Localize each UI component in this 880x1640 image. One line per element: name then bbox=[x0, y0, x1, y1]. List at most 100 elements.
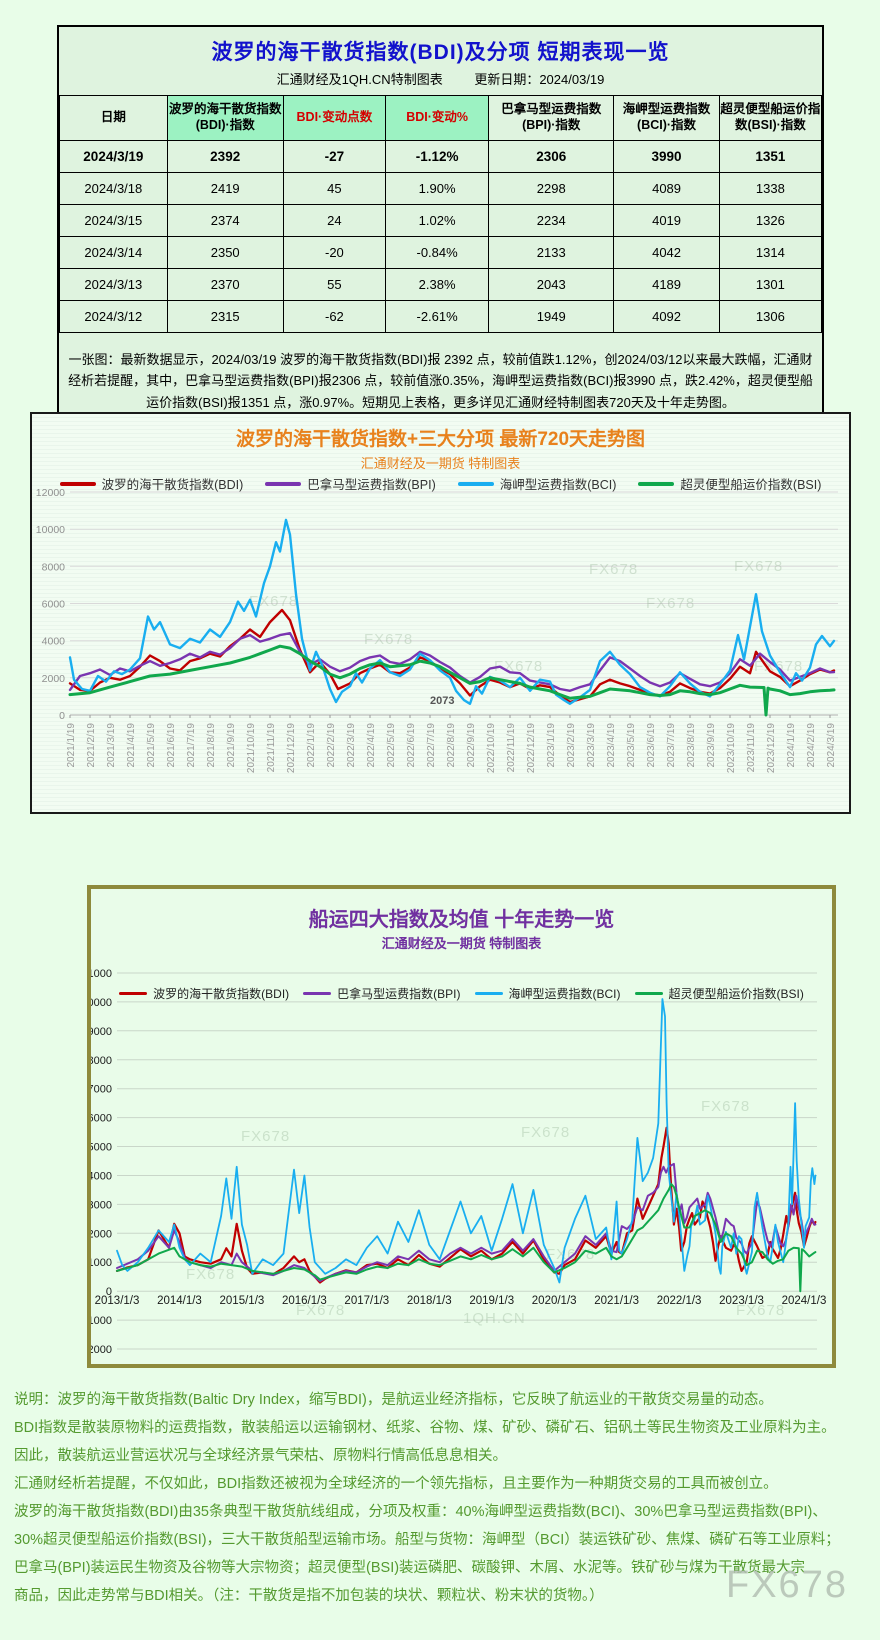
x-tick-label: 2013/1/3 bbox=[95, 1295, 140, 1307]
table-cell: 2024/3/14 bbox=[59, 236, 168, 269]
chart-10y-title: 船运四大指数及均值 十年走势一览 bbox=[308, 909, 615, 931]
x-tick-label: 2021/3/19 bbox=[106, 723, 117, 768]
x-tick-label: 2023/10/19 bbox=[726, 723, 737, 773]
watermark: FX678 bbox=[754, 658, 803, 675]
note-line: 因此，散装航运业营运状况与全球经济景气荣枯、原物料行情高低息息相关。 bbox=[14, 1448, 507, 1464]
x-tick-label: 2022/2/19 bbox=[326, 723, 337, 768]
series-line-bpi bbox=[68, 631, 836, 693]
x-tick-label: 2015/1/3 bbox=[220, 1295, 265, 1307]
legend-label: 超灵便型船运价指数(BSI) bbox=[680, 478, 822, 492]
x-tick-label: 2023/5/19 bbox=[626, 723, 637, 768]
table-cell: 1.02% bbox=[385, 204, 490, 237]
note-line: 商品，因此走势常与BDI相关。（注：干散货是指不加包装的块状、颗粒状、粉末状的货… bbox=[14, 1588, 604, 1604]
legend-item: 波罗的海干散货指数(BDI) bbox=[119, 985, 289, 1002]
table-cell: 1326 bbox=[718, 204, 823, 237]
note-line: 说明：波罗的海干散货指数(Baltic Dry Index，缩写BDI)，是航运… bbox=[14, 1392, 773, 1408]
x-tick-label: 2023/3/19 bbox=[586, 723, 597, 768]
data-label: 2073 bbox=[430, 695, 454, 707]
x-tick-label: 2023/12/19 bbox=[766, 723, 777, 773]
table-cell: -0.84% bbox=[385, 236, 490, 269]
y-tick-label: 10000 bbox=[91, 997, 112, 1009]
column-header: BDI·变动% bbox=[385, 95, 490, 141]
table-cell: 2.38% bbox=[385, 268, 490, 301]
y-tick-label: 8000 bbox=[42, 561, 66, 573]
table-header-row: 日期 波罗的海干散货指数(BDI)·指数 BDI·变动点数 BDI·变动% 巴拿马型运费… bbox=[59, 95, 823, 141]
x-tick-label: 2014/1/3 bbox=[157, 1295, 202, 1307]
legend-item: 波罗的海干散货指数(BDI) bbox=[59, 474, 243, 493]
table-row: 2024/3/19 2392 -27 -1.12% 2306 3990 1351 bbox=[59, 140, 823, 173]
summary-table-panel: 波罗的海干散货指数(BDI)及分项 短期表现一览 汇通财经及1QH.CN特制图表… bbox=[57, 25, 824, 428]
table-cell: 4092 bbox=[613, 300, 720, 333]
explanation-notes: 说明：波罗的海干散货指数(Baltic Dry Index，缩写BDI)，是航运… bbox=[14, 1386, 866, 1610]
x-tick-label: 2020/1/3 bbox=[532, 1295, 577, 1307]
x-tick-label: 2023/2/19 bbox=[566, 723, 577, 768]
column-header: 波罗的海干散货指数(BDI)·指数 bbox=[166, 95, 284, 141]
column-header: 日期 bbox=[59, 95, 168, 141]
x-tick-label: 2023/1/3 bbox=[719, 1295, 764, 1307]
x-tick-label: 2016/1/3 bbox=[282, 1295, 327, 1307]
table-cell: -1.12% bbox=[385, 140, 490, 173]
x-tick-label: 2023/9/19 bbox=[706, 723, 717, 768]
watermark: FX678 bbox=[186, 1266, 235, 1283]
x-tick-label: 2022/11/19 bbox=[506, 723, 517, 773]
table-cell: 1351 bbox=[718, 140, 823, 173]
legend-item: 海岬型运费指数(BCI) bbox=[474, 985, 621, 1002]
x-tick-label: 2022/10/19 bbox=[486, 723, 497, 773]
column-header: 巴拿马型运费指数(BPI)·指数 bbox=[488, 95, 615, 141]
x-tick-label: 2023/11/19 bbox=[746, 723, 757, 773]
table-cell: 55 bbox=[282, 268, 387, 301]
y-tick-label: -1000 bbox=[91, 1315, 112, 1327]
watermark: FX678 bbox=[521, 1124, 570, 1141]
chart-720d-panel: 波罗的海干散货指数+三大分项 最新720天走势图 汇通财经及一期货 特制图表 波… bbox=[30, 412, 851, 814]
x-tick-label: 2022/12/19 bbox=[526, 723, 537, 773]
table-cell: 24 bbox=[282, 204, 387, 237]
chart-10y: -2000 -1000 0 1000 2000 3000 4000 5000 6000 7000 8… bbox=[91, 968, 826, 1356]
x-tick-label: 2024/2/19 bbox=[806, 723, 817, 768]
series-line-bci bbox=[116, 998, 817, 1284]
y-tick-label: 2000 bbox=[91, 1228, 112, 1240]
table-title: 波罗的海干散货指数(BDI)及分项 短期表现一览 bbox=[211, 41, 670, 64]
table-cell: 1338 bbox=[718, 172, 823, 205]
x-tick-label: 2024/3/19 bbox=[826, 723, 837, 768]
table-cell: 2133 bbox=[488, 236, 615, 269]
watermark: FX678 bbox=[241, 1128, 290, 1145]
watermark: FX678 bbox=[734, 558, 783, 575]
x-tick-label: 2022/5/19 bbox=[386, 723, 397, 768]
y-tick-label: 4000 bbox=[42, 636, 66, 648]
y-tick-label: 9000 bbox=[91, 1026, 112, 1038]
x-tick-label: 2022/8/19 bbox=[446, 723, 457, 768]
bdi-summary-table: 日期 波罗的海干散货指数(BDI)·指数 BDI·变动点数 BDI·变动% 巴拿马型运费… bbox=[59, 95, 823, 333]
table-cell: 1314 bbox=[718, 236, 823, 269]
table-cell: -62 bbox=[282, 300, 387, 333]
table-cell: 45 bbox=[282, 172, 387, 205]
x-tick-label: 2023/7/19 bbox=[666, 723, 677, 768]
y-tick-label: 4000 bbox=[91, 1171, 112, 1183]
table-cell: -27 bbox=[282, 140, 387, 173]
x-tick-label: 2022/3/19 bbox=[346, 723, 357, 768]
legend-label: 海岬型运费指数(BCI) bbox=[499, 478, 617, 492]
table-cell: 4019 bbox=[613, 204, 720, 237]
table-cell: 1306 bbox=[718, 300, 823, 333]
x-tick-label: 2021/4/19 bbox=[126, 723, 137, 768]
y-tick-label: 8000 bbox=[91, 1055, 112, 1067]
table-row: 2024/3/13 2370 55 2.38% 2043 4189 1301 bbox=[59, 268, 823, 301]
y-tick-label: 1000 bbox=[91, 1257, 112, 1269]
note-line: 巴拿马(BPI)装运民生物资及谷物等大宗物资；超灵便型(BSI)装运磷肥、碳酸钾… bbox=[14, 1560, 806, 1576]
note-line: 波罗的海干散货指数(BDI)由35条典型干散货航线组成，分项及权重：40%海岬型… bbox=[14, 1504, 827, 1520]
table-note: 一张图：最新数据显示，2024/03/19 波罗的海干散货指数(BDI)报 23… bbox=[68, 352, 813, 410]
table-cell: 2374 bbox=[166, 204, 284, 237]
y-tick-label: 6000 bbox=[91, 1113, 112, 1125]
fx678-watermark: FX678 bbox=[726, 1564, 848, 1606]
table-source: 汇通财经及1QH.CN特制图表 bbox=[276, 72, 443, 87]
chart-720d-legend: 波罗的海干散货指数(BDI) 巴拿马型运费指数(BPI) 海岬型运费指数(BCI) 超… bbox=[32, 474, 849, 493]
watermark: FX678 bbox=[296, 1302, 345, 1319]
table-row: 2024/3/15 2374 24 1.02% 2234 4019 1326 bbox=[59, 204, 823, 237]
legend-swatch bbox=[474, 992, 503, 995]
table-cell: 2024/3/15 bbox=[59, 204, 168, 237]
y-tick-label: 0 bbox=[106, 1286, 112, 1298]
watermark: FX678 bbox=[546, 1246, 595, 1263]
watermark: FX678 bbox=[364, 631, 413, 648]
x-tick-label: 2021/1/19 bbox=[66, 723, 77, 768]
table-cell: 2306 bbox=[488, 140, 615, 173]
